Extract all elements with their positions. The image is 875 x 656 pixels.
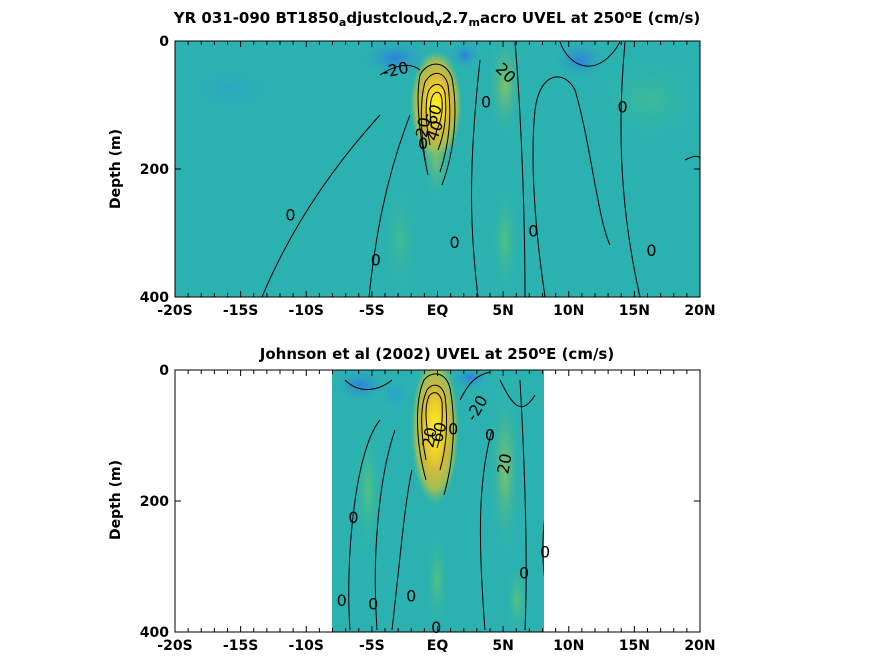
top-title-part: acro UVEL at 250 — [480, 9, 625, 27]
bottom-x-tick-label: -10S — [289, 638, 324, 654]
top-contour-label: 0 — [646, 241, 656, 260]
top-panel: YR 031-090 BT1850adjustcloudv2.7macro UV… — [108, 8, 716, 319]
bottom-contour-label: 20 — [419, 426, 441, 449]
top-y-tick-label: 200 — [140, 162, 169, 178]
bottom-x-tick-label: EQ — [427, 638, 449, 654]
top-contour-label: 0 — [617, 97, 627, 116]
bottom-title-part: E (cm/s) — [546, 345, 614, 363]
top-contour-label: 0 — [285, 206, 295, 225]
bottom-y-tick-label: 0 — [159, 363, 169, 379]
bottom-contour-label: 0 — [406, 586, 416, 605]
top-panel-y-axis-label: Depth (m) — [108, 129, 124, 209]
top-contour-label: 20 — [412, 116, 434, 139]
top-y-tick-label: 400 — [140, 290, 169, 306]
bottom-title-part: o — [539, 344, 547, 357]
bottom-y-tick-label: 400 — [140, 625, 169, 641]
top-contour-label: 0 — [418, 134, 428, 153]
bottom-panel-title: Johnson et al (2002) UVEL at 250oE (cm/s… — [259, 344, 614, 363]
bottom-contour-label: 0 — [368, 594, 378, 613]
bottom-contour-label: 0 — [448, 419, 458, 438]
top-x-tick-label: -15S — [223, 303, 258, 319]
bottom-panel: Johnson et al (2002) UVEL at 250oE (cm/s… — [108, 344, 716, 654]
bottom-contour-label: 60 — [427, 420, 451, 445]
bottom-panel-y-axis-label: Depth (m) — [108, 460, 124, 540]
bottom-y-tick-label: 200 — [140, 494, 169, 510]
top-x-tick-label: 20N — [684, 303, 715, 319]
top-contour-label: 0 — [481, 92, 491, 111]
top-title-part: a — [339, 16, 346, 29]
top-title-part: YR 031-090 BT1850 — [173, 9, 339, 27]
bottom-contour-label: 0 — [337, 591, 347, 610]
bottom-panel-x-ticks: -20S -15S -10S -5S EQ 5N 10N 15N 20N — [157, 370, 716, 654]
bottom-contour-label: 0 — [540, 543, 550, 562]
top-x-tick-label: 5N — [492, 303, 513, 319]
top-title-part: m — [469, 16, 480, 29]
top-title-part: djustcloud — [346, 9, 434, 27]
top-x-tick-label: -5S — [359, 303, 385, 319]
top-x-tick-label: -10S — [289, 303, 324, 319]
bottom-contour-label: 0 — [431, 618, 441, 637]
top-panel-field — [175, 41, 700, 297]
top-x-tick-label: 10N — [553, 303, 584, 319]
bottom-x-tick-label: -5S — [359, 638, 385, 654]
bottom-contour-label: 20 — [493, 452, 515, 475]
bottom-x-tick-label: 5N — [492, 638, 513, 654]
top-x-tick-label: EQ — [427, 303, 449, 319]
top-panel-title: YR 031-090 BT1850adjustcloudv2.7macro UV… — [173, 8, 700, 29]
bottom-x-tick-label: -20S — [157, 638, 192, 654]
top-contour-label: 0 — [528, 222, 538, 241]
bottom-contour-label: 0 — [348, 508, 358, 527]
bottom-x-tick-label: -15S — [223, 638, 258, 654]
top-x-tick-label: -20S — [157, 303, 192, 319]
top-title-part: o — [625, 8, 633, 21]
top-panel-x-ticks: -20S -15S -10S -5S EQ 5N 10N 15N 20N — [157, 41, 716, 319]
top-contour-label: 0 — [371, 250, 381, 269]
bottom-x-tick-label: 15N — [619, 638, 650, 654]
top-title-part: v — [435, 16, 443, 29]
top-x-tick-label: 15N — [619, 303, 650, 319]
bottom-contour-label: 0 — [519, 564, 529, 583]
top-y-tick-label: 0 — [159, 34, 169, 50]
top-contour-label: 0 — [449, 233, 459, 252]
bottom-title-part: Johnson et al (2002) UVEL at 250 — [259, 345, 539, 363]
top-title-part: 2.7 — [442, 9, 469, 27]
bottom-x-tick-label: 10N — [553, 638, 584, 654]
bottom-contour-label: 0 — [485, 425, 495, 444]
bottom-panel-field — [332, 370, 544, 632]
bottom-x-tick-label: 20N — [684, 638, 715, 654]
top-title-part: E (cm/s) — [632, 9, 700, 27]
